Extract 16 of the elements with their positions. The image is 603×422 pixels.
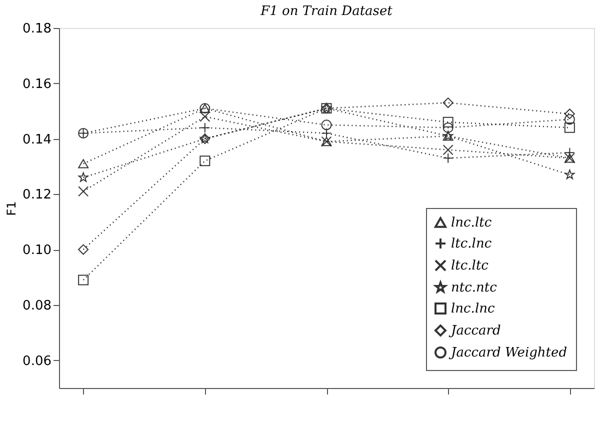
y-tick-label: 0.14 [22,132,52,148]
y-axis-title: F1 [4,201,19,216]
legend-label: ltc.lnc [451,236,492,252]
y-tick-label: 0.08 [22,298,52,314]
y-tick-label: 0.16 [22,76,52,92]
y-tick-label: 0.10 [22,243,52,258]
legend-label: ltc.ltc [451,258,490,274]
y-tick-label: 0.12 [22,188,52,203]
y-tick-label: 0.18 [22,22,52,36]
legend-label: Jaccard [448,324,501,338]
y-tick-label: 0.06 [22,354,52,369]
legend-label: Jaccard Weighted [448,346,568,360]
legend-label: lnc.lnc [451,302,496,316]
legend-label: ntc.ntc [451,280,498,296]
chart-title: F1 on Train Dataset [260,4,394,19]
legend-label: lnc.ltc [451,216,492,230]
